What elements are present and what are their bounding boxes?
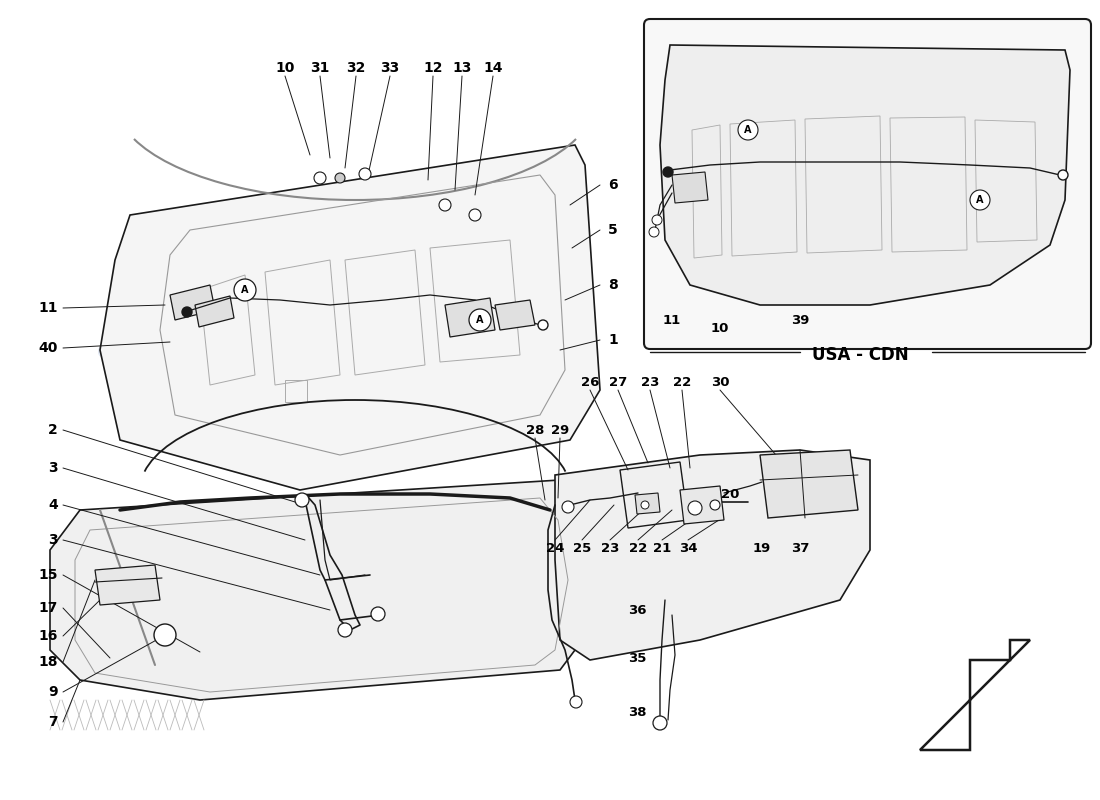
Circle shape: [710, 500, 720, 510]
Text: 22: 22: [629, 542, 647, 554]
Text: 3: 3: [48, 533, 58, 547]
Text: 29: 29: [551, 423, 569, 437]
Text: 8: 8: [608, 278, 618, 292]
Circle shape: [538, 320, 548, 330]
Circle shape: [738, 120, 758, 140]
Circle shape: [469, 309, 491, 331]
Polygon shape: [95, 565, 160, 605]
Text: A: A: [476, 315, 484, 325]
Circle shape: [234, 279, 256, 301]
Text: 25: 25: [573, 542, 591, 554]
Text: 21: 21: [653, 542, 671, 554]
Circle shape: [154, 624, 176, 646]
Text: eurospares: eurospares: [632, 566, 807, 594]
Text: 11: 11: [663, 314, 681, 326]
Text: 19: 19: [752, 542, 771, 554]
Text: 35: 35: [628, 651, 647, 665]
Polygon shape: [680, 486, 724, 524]
Text: 23: 23: [641, 375, 659, 389]
Circle shape: [649, 227, 659, 237]
Polygon shape: [195, 296, 234, 327]
Text: 24: 24: [546, 542, 564, 554]
Circle shape: [439, 199, 451, 211]
Circle shape: [663, 167, 673, 177]
Polygon shape: [635, 493, 660, 514]
Polygon shape: [170, 285, 214, 320]
Circle shape: [359, 168, 371, 180]
Text: 6: 6: [608, 178, 617, 192]
Text: 37: 37: [791, 542, 810, 554]
Text: 11: 11: [39, 301, 58, 315]
Text: 2: 2: [48, 423, 58, 437]
Circle shape: [1058, 170, 1068, 180]
Circle shape: [371, 607, 385, 621]
Circle shape: [295, 493, 309, 507]
Text: eurospares: eurospares: [97, 336, 273, 364]
Circle shape: [570, 696, 582, 708]
Text: 27: 27: [609, 375, 627, 389]
Text: 26: 26: [581, 375, 600, 389]
Polygon shape: [760, 450, 858, 518]
Text: 20: 20: [720, 489, 739, 502]
Text: 38: 38: [628, 706, 647, 718]
Text: 3: 3: [48, 461, 58, 475]
Text: 4: 4: [48, 498, 58, 512]
Polygon shape: [495, 300, 535, 330]
Text: 22: 22: [673, 375, 691, 389]
Text: 1: 1: [608, 333, 618, 347]
Text: 40: 40: [39, 341, 58, 355]
Circle shape: [652, 215, 662, 225]
Text: 18: 18: [39, 655, 58, 669]
Bar: [285, 380, 307, 402]
Text: eurospares: eurospares: [283, 536, 458, 564]
FancyBboxPatch shape: [644, 19, 1091, 349]
Text: 9: 9: [48, 685, 58, 699]
Text: 13: 13: [452, 61, 472, 75]
Polygon shape: [920, 640, 1030, 750]
Text: 15: 15: [39, 568, 58, 582]
Text: 7: 7: [48, 715, 58, 729]
Circle shape: [314, 172, 326, 184]
Circle shape: [562, 501, 574, 513]
Polygon shape: [446, 298, 495, 337]
Text: 10: 10: [711, 322, 729, 334]
Text: A: A: [241, 285, 249, 295]
Circle shape: [653, 716, 667, 730]
Polygon shape: [100, 145, 600, 490]
Circle shape: [338, 623, 352, 637]
Text: 28: 28: [526, 423, 544, 437]
Text: 14: 14: [483, 61, 503, 75]
Text: 10: 10: [275, 61, 295, 75]
Text: A: A: [745, 125, 751, 135]
Circle shape: [688, 501, 702, 515]
Circle shape: [641, 501, 649, 509]
Text: 16: 16: [39, 629, 58, 643]
Polygon shape: [556, 450, 870, 660]
Text: 39: 39: [791, 314, 810, 326]
Text: 33: 33: [381, 61, 399, 75]
Text: USA - CDN: USA - CDN: [812, 346, 909, 364]
Circle shape: [182, 307, 192, 317]
Circle shape: [469, 209, 481, 221]
Text: 23: 23: [601, 542, 619, 554]
Text: 31: 31: [310, 61, 330, 75]
Text: 34: 34: [679, 542, 697, 554]
Polygon shape: [660, 45, 1070, 305]
Text: 17: 17: [39, 601, 58, 615]
Circle shape: [336, 173, 345, 183]
Text: 12: 12: [424, 61, 442, 75]
Text: 5: 5: [608, 223, 618, 237]
Text: 36: 36: [628, 603, 647, 617]
Polygon shape: [50, 480, 590, 700]
Text: 30: 30: [711, 375, 729, 389]
Text: 32: 32: [346, 61, 365, 75]
Circle shape: [970, 190, 990, 210]
Text: A: A: [977, 195, 983, 205]
Polygon shape: [672, 172, 708, 203]
